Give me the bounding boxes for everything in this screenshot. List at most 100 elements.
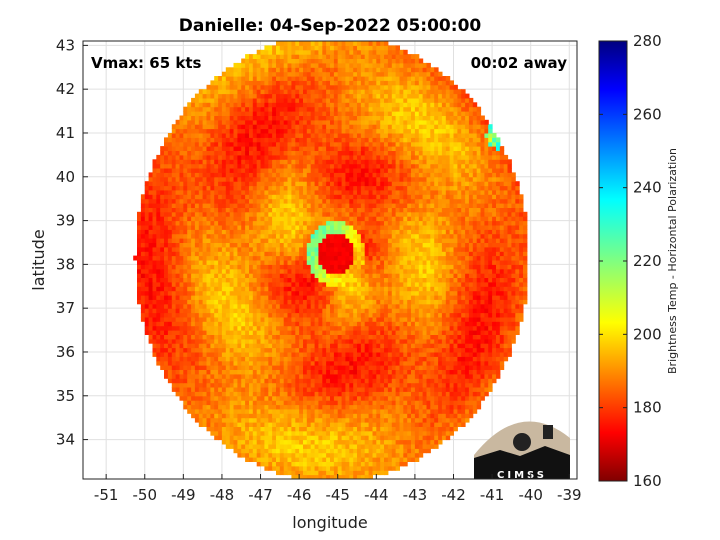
swath-cell [345,369,350,375]
swath-cell [492,308,497,314]
swath-cell [434,273,439,278]
swath-cell [225,273,231,278]
swath-cell [391,382,397,388]
swath-cell [333,426,339,432]
swath-cell [353,408,358,414]
swath-cell [364,408,370,414]
swath-cell [310,295,316,300]
swath-cell [380,295,385,300]
swath-cell [225,286,231,292]
swath-cell [260,295,265,300]
swath-cell [260,334,265,340]
swath-cell [414,439,420,445]
swath-cell [310,448,316,454]
swath-cell [441,404,447,410]
swath-cell [326,360,331,366]
swath-cell [202,295,207,300]
swath-cell [380,233,385,239]
swath-cell [360,360,366,366]
swath-cell [461,220,466,226]
swath-cell [418,268,424,274]
swath-cell [430,286,435,292]
swath-cell [434,281,439,287]
swath-cell [191,260,196,265]
swath-cell [295,352,300,357]
swath-cell [360,430,366,436]
swath-cell [306,369,312,375]
swath-cell [310,395,316,401]
swath-cell [422,299,427,305]
swath-cell [395,404,400,410]
swath-cell [148,281,153,287]
swath-cell [191,290,196,296]
swath-cell [337,387,343,392]
swath-cell [164,255,169,261]
swath-cell [198,343,204,349]
swath-cell [210,356,215,362]
swath-cell [237,439,242,445]
swath-cell [167,233,173,239]
swath-cell [457,338,462,344]
swath-cell [148,277,153,283]
swath-cell [364,461,370,467]
swath-cell [272,299,277,305]
swath-cell [357,277,362,283]
swath-cell [260,461,265,467]
swath-cell [476,308,482,314]
swath-cell [198,413,204,419]
swath-cell [310,387,316,392]
swath-cell [357,391,362,397]
swath-cell [191,395,196,401]
swath-cell [472,316,478,322]
swath-cell [218,426,223,432]
swath-cell [476,400,482,406]
swath-cell [360,260,366,265]
swath-cell [287,251,292,257]
swath-cell [434,338,439,344]
swath-cell [291,238,296,243]
swath-cell [191,233,196,239]
swath-cell [306,387,312,392]
swath-cell [322,360,327,366]
swath-cell [152,229,157,235]
swath-cell [418,435,424,441]
swath-cell [357,369,362,375]
swath-cell [283,260,289,265]
swath-cell [372,260,377,265]
swath-cell [357,246,362,252]
swath-cell [376,457,381,462]
swath-cell [391,238,397,243]
swath-cell [183,338,188,344]
swath-cell [403,426,408,432]
swath-cell [468,290,474,296]
swath-cell [249,391,254,397]
swath-cell [391,246,397,252]
swath-cell [202,277,207,283]
swath-cell [345,268,350,274]
swath-cell [225,312,231,318]
swath-cell [179,382,184,388]
swath-cell [245,216,250,222]
swath-cell [461,417,466,423]
swath-cell [515,290,520,296]
swath-cell [283,281,289,287]
swath-cell [137,216,142,222]
swath-cell [341,352,346,357]
swath-cell [438,356,443,362]
swath-cell [492,246,497,252]
swath-cell [322,255,327,261]
swath-cell [175,373,180,379]
swath-cell [249,260,254,265]
swath-cell [364,430,370,436]
swath-cell [229,321,235,327]
swath-cell [303,382,308,388]
swath-cell [353,422,358,427]
swath-cell [403,395,408,401]
swath-cell [229,216,235,222]
swath-cell [523,281,528,287]
swath-cell [333,461,339,467]
swath-cell [445,387,451,392]
swath-cell [279,260,285,265]
swath-cell [472,330,478,335]
swath-cell [384,360,389,366]
